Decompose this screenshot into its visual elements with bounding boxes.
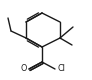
Text: O: O: [21, 64, 27, 73]
Text: Cl: Cl: [57, 64, 65, 73]
